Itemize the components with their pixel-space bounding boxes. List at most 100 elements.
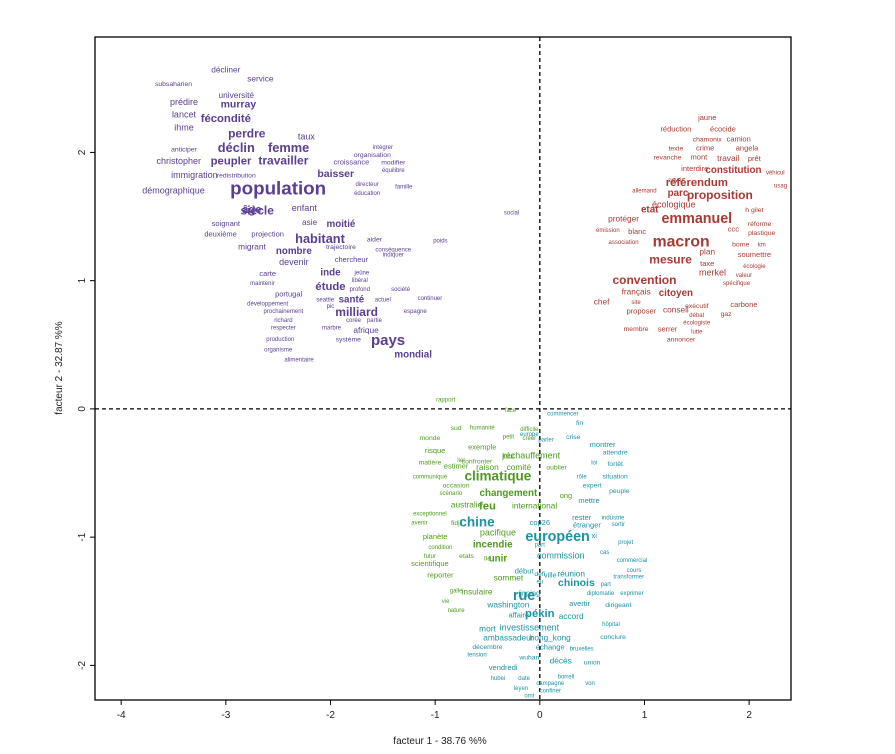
word-point: devenir: [279, 257, 309, 267]
word-point: échange: [536, 642, 565, 651]
word-point: h gilet: [745, 207, 763, 214]
word-point: rester: [572, 513, 592, 522]
y-tick-label: -2: [77, 660, 88, 669]
word-point: équilibre: [382, 168, 405, 174]
word-point: christopher: [156, 156, 201, 166]
word-point: ville: [544, 571, 557, 580]
word-point: avenir: [411, 521, 427, 527]
word-point: production: [266, 337, 294, 343]
word-point: usag: [774, 183, 787, 189]
word-point: parler: [538, 437, 553, 443]
word-point: chercheur: [335, 255, 369, 264]
x-tick-label: 2: [746, 710, 752, 721]
word-point: association: [609, 240, 639, 246]
word-point: exprimer: [620, 591, 643, 597]
word-point: maintenir: [250, 281, 275, 287]
word-point: cours: [627, 568, 642, 574]
word-point: investissement: [500, 623, 560, 633]
word-point: date: [518, 676, 530, 682]
word-point: loi: [591, 460, 597, 466]
word-point: risque: [425, 446, 445, 455]
word-point: siècle: [241, 204, 275, 218]
word-point: montrer: [590, 440, 616, 449]
word-point: perdre: [228, 127, 266, 141]
word-point: mesure: [649, 252, 692, 266]
word-point: santé: [339, 294, 365, 305]
word-point: industrie: [602, 515, 625, 521]
word-point: communiqué: [413, 474, 448, 480]
word-point: lancet: [172, 110, 197, 120]
word-point: réduction: [660, 124, 691, 133]
x-axis-ticks: -4 -3 -2 -1 0 1 2: [117, 700, 752, 721]
word-point: carbone: [730, 300, 757, 309]
word-point: transformer: [613, 574, 644, 580]
word-point: décliner: [211, 65, 240, 75]
word-point: migrant: [238, 242, 266, 252]
word-point: emmanuel: [661, 211, 732, 227]
word-point: seattle: [316, 297, 334, 303]
word-point: part: [535, 542, 546, 548]
word-point: taux: [298, 131, 316, 141]
word-point: avertir: [569, 599, 590, 608]
y-tick-label: 1: [77, 277, 88, 283]
word-point: réforme: [748, 221, 772, 228]
word-point: crime: [696, 144, 714, 153]
x-tick-label: -2: [326, 710, 335, 721]
word-point: portugal: [275, 290, 302, 299]
word-point: redistribution: [217, 172, 256, 179]
word-point: français: [622, 286, 651, 296]
word-point: trajectoire: [326, 244, 356, 251]
word-point: subsaharien: [155, 81, 192, 88]
word-point: fortêt: [607, 461, 623, 468]
word-point: plastique: [748, 230, 775, 237]
word-point: ouvrir: [668, 178, 683, 184]
word-point: planète: [423, 532, 448, 541]
word-point: europe: [520, 432, 539, 438]
word-point: protéger: [608, 213, 639, 223]
word-point: difficile: [520, 427, 539, 433]
word-point: poids: [433, 238, 447, 244]
word-point: projet: [618, 540, 633, 546]
word-point: commencer: [547, 412, 578, 418]
word-point: décès: [550, 656, 572, 666]
word-point: richard: [274, 318, 292, 324]
word-point: serrer: [658, 324, 678, 333]
word-point: chef: [594, 297, 610, 307]
word-point: intégrer: [373, 145, 393, 151]
word-point: face: [505, 408, 517, 414]
word-point: accord: [559, 611, 584, 621]
word-point: membre: [624, 326, 649, 333]
word-point: etat: [641, 205, 659, 216]
word-point: nombre: [276, 246, 312, 257]
word-point: mort: [479, 624, 496, 634]
word-point: citoyen: [659, 288, 693, 299]
word-point: commission: [537, 551, 585, 561]
word-point: baisser: [317, 168, 354, 180]
word-point: référendum: [666, 177, 728, 189]
word-point: affaire: [509, 610, 530, 619]
word-point: fidji: [451, 520, 462, 527]
word-point: aider: [367, 236, 383, 243]
x-tick-label: -1: [431, 710, 440, 721]
word-point: eu: [536, 580, 543, 586]
word-point: fin: [576, 420, 583, 427]
word-point: attendre: [603, 449, 628, 456]
word-point: estimer: [444, 462, 469, 471]
word-point: étude: [315, 281, 345, 293]
word-point: modifier: [381, 159, 406, 166]
y-axis-ticks: -2 -1 0 1 2: [77, 149, 95, 670]
word-point: chinois: [558, 577, 595, 589]
word-point: réchauffement: [503, 451, 561, 461]
word-point: ong: [560, 491, 573, 500]
word-point: pacifique: [480, 528, 516, 538]
word-point: macron: [653, 233, 710, 250]
word-point: plan: [699, 247, 715, 257]
word-point: pays: [371, 332, 405, 349]
word-point: décembre: [472, 644, 502, 651]
word-point: vendredi: [489, 663, 518, 672]
word-point: leyen: [514, 686, 528, 692]
word-point: émission: [596, 228, 620, 234]
word-point: profond: [350, 287, 370, 293]
word-point: moitié: [327, 219, 356, 230]
plot-frame: [94, 36, 792, 701]
